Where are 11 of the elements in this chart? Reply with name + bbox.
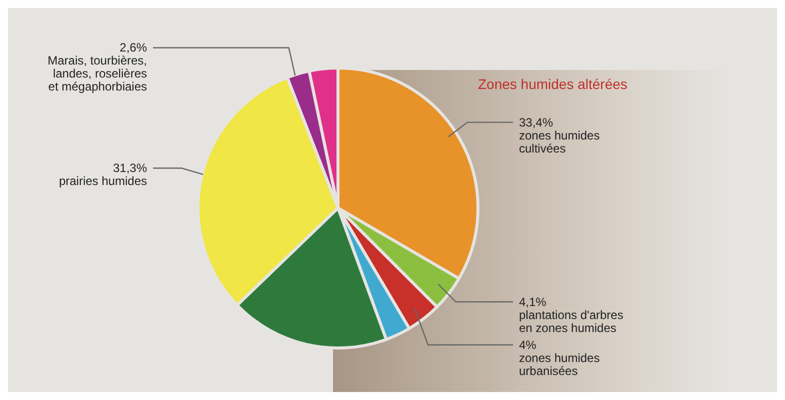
text: Zones humides altérées xyxy=(478,76,628,92)
data-label: 33,4% xyxy=(519,115,554,130)
slice-label: prairies humides xyxy=(58,174,147,188)
data-label: 31,3% xyxy=(112,161,148,176)
slice-label: zones humides urbanisées xyxy=(519,350,600,378)
slice-label: Marais, tourbières, landes, roselières et mégaphorbiaies xyxy=(48,54,147,94)
data-label: 4% xyxy=(519,338,537,352)
data-label: 2,6% xyxy=(120,40,148,55)
data-label: 4,1% xyxy=(519,294,547,309)
slice-label: zones humides cultivées xyxy=(519,128,600,156)
slice-label: plantations d'arbres en zones humides xyxy=(519,308,624,335)
